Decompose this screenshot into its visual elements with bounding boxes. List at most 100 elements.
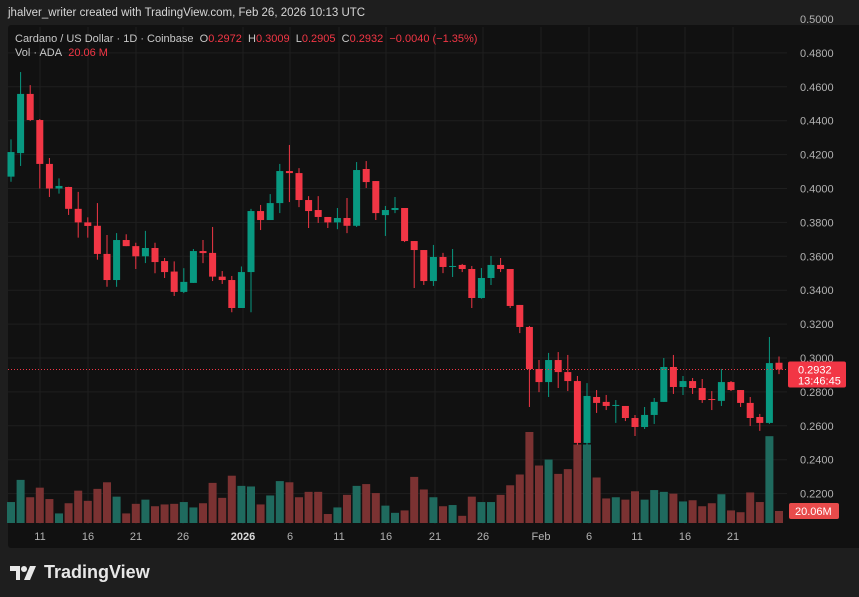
candle-body [151,247,159,263]
volume-bar [688,500,697,523]
candle [420,250,428,285]
volume-bar [7,502,15,523]
candle-body [343,217,351,226]
volume-bar [237,485,246,523]
volume-bar [26,497,35,523]
candle-body [247,211,255,273]
volume-bar [199,503,207,523]
candle [17,72,25,166]
candle [593,390,601,413]
candle [180,268,188,294]
candle-body [602,401,610,406]
candle-body [45,163,53,189]
volume-bar [659,491,668,523]
candle-body [679,381,687,387]
candle-body [765,363,773,423]
candle-body [17,93,25,154]
candle [727,381,735,392]
volume-bar [775,510,783,523]
time-tick: 6 [287,531,293,543]
volume-bar [35,487,44,523]
price-tick: 0.2400 [800,455,834,467]
price-axis: 0.5000 0.4800 0.4600 0.4400 0.4200 0.4000 0.38… [800,14,834,501]
candle [276,163,284,214]
candle [698,379,706,403]
candle-body [420,250,428,282]
tradingview-logo-icon [10,565,36,580]
volume-bar [247,486,255,523]
volume-bar [55,513,63,523]
candle-body [727,382,735,391]
candle [679,375,687,395]
time-tick: 16 [380,531,392,543]
volume-bar [227,475,236,523]
candle [55,178,63,194]
candle-body [36,120,44,164]
candle [74,191,82,238]
volume-bar [640,499,649,523]
volume-label[interactable]: Vol · ADA [15,47,63,59]
candle [45,157,53,197]
candle-body [132,246,140,257]
candle-body [7,152,15,177]
candle [237,266,245,308]
volume-bar [746,492,755,523]
candle [7,139,15,182]
candle [410,241,418,288]
candle-body [583,395,591,443]
legend: Cardano / US Dollar · 1D · Coinbase O 0.2… [15,32,477,60]
time-tick: 11 [34,531,45,543]
symbol-title[interactable]: Cardano / US Dollar · 1D · Coinbase [15,33,194,45]
candle-body [401,207,409,242]
tradingview-logo[interactable]: TradingView [10,562,150,583]
price-tick: 0.4600 [800,82,834,94]
candle-body [141,247,149,257]
candle-body [314,210,322,217]
volume-bar [496,494,505,523]
candle-body [612,404,620,406]
volume-value: 20.06 M [68,47,108,59]
candle-body [122,240,130,247]
volume-bar [631,491,639,523]
volume-bar [131,503,140,523]
volume-bar [535,465,543,523]
candle-body [554,360,562,373]
candle-body [26,93,34,121]
candle [535,360,543,393]
candle [103,234,111,287]
candle-body [717,382,725,401]
volume-bar [736,512,745,523]
candle [353,162,361,227]
volume-bar [170,503,179,523]
candle [314,196,322,223]
candle [669,354,677,394]
candle-body [353,170,361,226]
price-tick: 0.2200 [800,489,834,501]
volume-bar [160,504,169,523]
volume-bar [122,513,131,523]
candle-body [487,264,495,278]
volume-bar [343,494,351,523]
candle-body [372,181,380,214]
candle-body [74,208,82,223]
last-price-value: 0.2932 [798,365,832,377]
high-value: 0.3009 [255,33,290,45]
price-tick: 0.3800 [800,217,834,229]
volume-bar [83,500,92,523]
candle [621,405,629,422]
close-label: C [341,33,350,45]
candle [737,390,745,407]
chart-panel[interactable] [8,25,859,548]
volume-bar [151,506,159,523]
open-label: O [199,33,209,45]
candle [612,400,620,423]
candle [439,252,447,274]
candle [36,119,44,189]
volume-bar [275,481,284,523]
candle [362,161,370,188]
candle [189,249,197,283]
candle [477,267,485,299]
low-value: 0.2905 [301,33,336,45]
volume-bar [295,497,303,523]
